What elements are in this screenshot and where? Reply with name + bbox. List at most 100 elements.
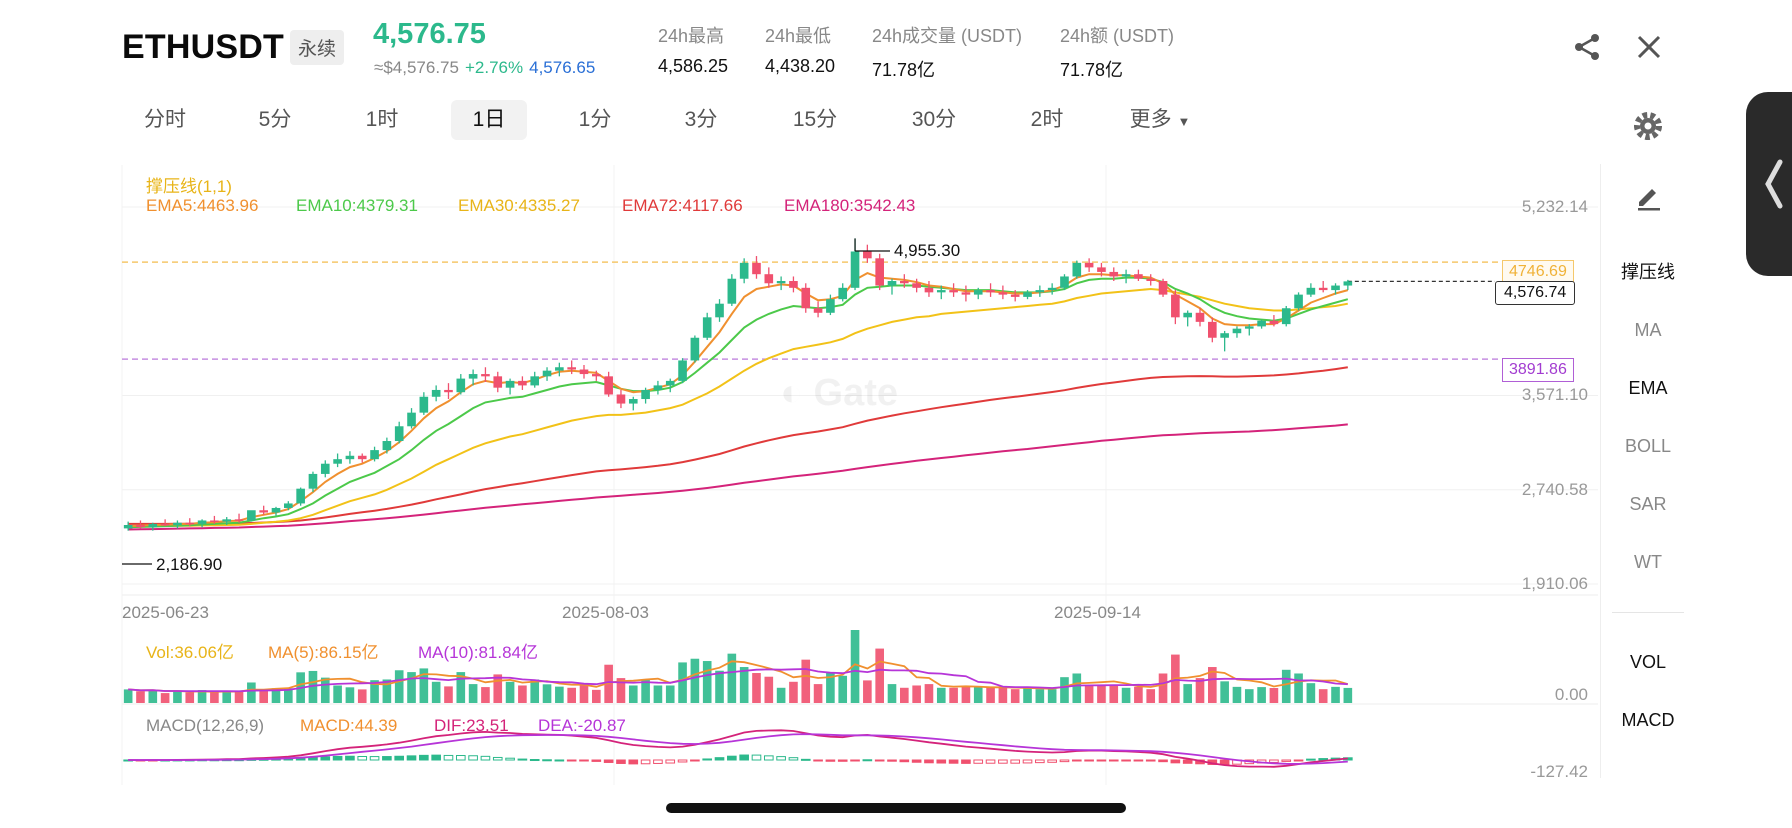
- more-label: 更多: [1129, 108, 1172, 131]
- sidebar-item-sar[interactable]: SAR: [1629, 494, 1667, 514]
- volume-bar: [579, 685, 589, 703]
- macd-bar: [948, 759, 959, 764]
- candle-body: [345, 455, 355, 460]
- macd-bar: [554, 759, 565, 762]
- sidebar-item-macd[interactable]: MACD: [1621, 710, 1675, 730]
- tab-timeframe-more[interactable]: 更多 ▼: [1110, 100, 1210, 140]
- candle-body: [431, 389, 441, 397]
- candle-body: [1281, 308, 1291, 325]
- candle-body: [222, 519, 232, 522]
- volume-axis-label: 0.00: [1554, 685, 1588, 704]
- sidebar-item-ema[interactable]: EMA: [1628, 378, 1668, 398]
- settings-gear-icon[interactable]: [1630, 108, 1666, 144]
- stat-24h-volume: 24h成交量 (USDT) 71.78亿: [872, 22, 1022, 82]
- ema180-line: [128, 423, 1348, 531]
- candle-body: [518, 380, 527, 386]
- candle-body: [468, 374, 478, 379]
- candle-body: [197, 520, 207, 524]
- volume-bar: [628, 685, 638, 703]
- volume-bar: [394, 670, 404, 703]
- candle-body: [136, 524, 145, 528]
- candle-body: [382, 441, 392, 451]
- macd-bar: [382, 756, 392, 761]
- candle-body: [1109, 271, 1119, 277]
- volume-bar: [234, 691, 244, 703]
- low-price-label: 2,186.90: [156, 555, 223, 574]
- close-icon[interactable]: [1632, 30, 1666, 64]
- candle-body: [1331, 285, 1340, 291]
- sidebar-item-vol[interactable]: VOL: [1629, 652, 1667, 672]
- macd-bar: [813, 759, 823, 762]
- volume-bar: [493, 674, 503, 703]
- candle-body: [284, 503, 293, 508]
- candle-body: [813, 308, 823, 313]
- current-price-tag[interactable]: 4,576.74: [1495, 281, 1576, 305]
- candle-body: [727, 278, 737, 304]
- candle-body: [210, 520, 219, 522]
- macd-bar: [985, 759, 996, 764]
- candle-body: [1294, 294, 1303, 309]
- candle-body: [1343, 281, 1353, 286]
- candle-body: [850, 251, 860, 288]
- volume-bar: [1281, 669, 1291, 703]
- share-icon[interactable]: [1570, 30, 1604, 64]
- vol-legend: Vol:36.06亿: [146, 643, 234, 662]
- candle-body: [1318, 287, 1328, 291]
- side-panel-handle[interactable]: [1746, 92, 1792, 276]
- macd-bar: [887, 759, 897, 762]
- candle-body: [1084, 262, 1094, 268]
- tab-timeframe-15m[interactable]: 15分: [792, 108, 838, 131]
- candle-body: [259, 510, 268, 513]
- candle-body: [308, 473, 318, 489]
- macd-bar: [1182, 759, 1193, 764]
- volume-bar: [616, 678, 626, 703]
- macd-bar: [1010, 759, 1021, 764]
- volume-bar: [739, 667, 749, 703]
- chevron-left-icon: [1765, 159, 1783, 209]
- macd-title-legend: MACD(12,26,9): [146, 716, 265, 735]
- macd-bar: [911, 759, 922, 763]
- macd-bar: [1071, 759, 1082, 762]
- volume-bar: [444, 686, 453, 703]
- stat-value: 4,438.20: [765, 56, 836, 76]
- candle-body: [690, 337, 700, 361]
- candle-body: [234, 519, 244, 521]
- volume-bar: [210, 692, 219, 703]
- candle-body: [1097, 267, 1106, 272]
- tab-timeframe-fenshi[interactable]: 分时: [144, 108, 186, 131]
- tab-timeframe-30m[interactable]: 30分: [911, 108, 957, 131]
- sidebar-item-ma[interactable]: MA: [1634, 320, 1662, 340]
- candle-body: [949, 290, 958, 293]
- sidebar-item-wt[interactable]: WT: [1634, 552, 1662, 572]
- candle-body: [604, 376, 613, 395]
- candle-body: [875, 258, 884, 286]
- stat-label: 24h最低: [765, 26, 832, 46]
- volume-bar: [468, 684, 478, 703]
- sidebar-item-boll[interactable]: BOLL: [1624, 436, 1672, 456]
- candle-body: [801, 287, 811, 309]
- tab-timeframe-2h[interactable]: 2时: [1030, 108, 1064, 131]
- dea-line: [128, 733, 1348, 765]
- macd-bar: [788, 757, 799, 761]
- candle-body: [1047, 287, 1057, 291]
- tab-timeframe-3m[interactable]: 3分: [684, 108, 718, 131]
- macd-bar: [431, 754, 441, 761]
- macd-bar: [357, 756, 368, 761]
- macd-bar: [591, 759, 602, 762]
- volume-bar: [961, 686, 971, 703]
- candle-body: [370, 450, 379, 460]
- volume-bar: [653, 685, 663, 703]
- macd-bar: [332, 755, 343, 761]
- volume-bar: [949, 687, 958, 703]
- draw-pencil-icon[interactable]: [1630, 178, 1666, 214]
- volume-bar: [1195, 678, 1205, 703]
- sr-lines: [122, 261, 1500, 360]
- macd-bar: [1022, 759, 1033, 764]
- volume-bar: [407, 672, 416, 703]
- sidebar-item-sr-line[interactable]: 撑压线: [1621, 262, 1675, 282]
- tab-timeframe-1m[interactable]: 1分: [578, 108, 612, 131]
- tab-timeframe-1d[interactable]: 1日: [451, 100, 527, 140]
- tab-timeframe-5m[interactable]: 5分: [258, 108, 292, 131]
- tab-timeframe-1h[interactable]: 1时: [365, 108, 399, 131]
